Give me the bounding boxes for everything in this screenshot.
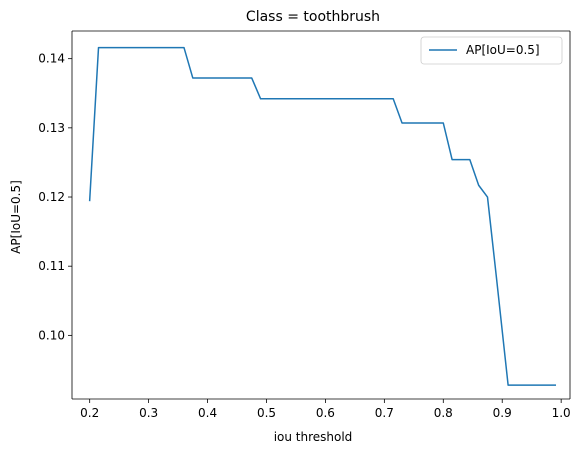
y-tick-label: 0.13 (38, 121, 65, 135)
x-tick-label: 1.0 (552, 406, 571, 420)
x-tick-label: 0.2 (80, 406, 99, 420)
x-tick-label: 0.4 (198, 406, 217, 420)
x-tick-label: 0.6 (316, 406, 335, 420)
legend-box (420, 36, 563, 65)
y-tick-label: 0.11 (38, 259, 65, 273)
chart-title: Class = toothbrush (246, 9, 380, 25)
x-tick-label: 0.9 (493, 406, 512, 420)
x-tick-label: 0.7 (375, 406, 394, 420)
plot-area: 0.2 0.3 0.4 0.5 0.6 0.7 0.8 0.9 1.0 0.10 0.11 0.12 0… (38, 30, 571, 420)
y-tick-label: 0.14 (38, 52, 65, 66)
x-tick-label: 0.8 (434, 406, 453, 420)
x-tick-label: 0.3 (139, 406, 158, 420)
y-axis-label: AP[IoU=0.5] (9, 180, 23, 254)
series-line-0 (88, 46, 557, 386)
x-tick-label: 0.5 (257, 406, 276, 420)
y-tick-label: 0.12 (38, 190, 65, 204)
y-tick-label: 0.10 (38, 328, 65, 342)
x-axis-label: iou threshold (274, 430, 353, 444)
legend-label: AP[IoU=0.5] (466, 43, 540, 57)
